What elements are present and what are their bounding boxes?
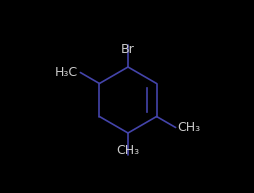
Text: Br: Br: [121, 43, 134, 56]
Text: H₃C: H₃C: [55, 66, 78, 79]
Text: CH₃: CH₃: [177, 121, 200, 134]
Text: CH₃: CH₃: [116, 144, 139, 157]
